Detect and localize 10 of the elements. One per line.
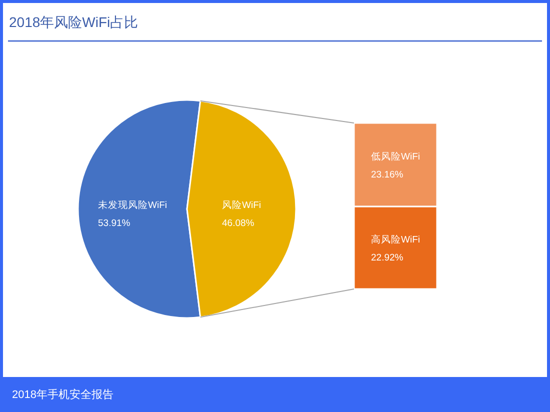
data-label: 53.91% <box>98 218 131 229</box>
text: 2018年手机安全报告 <box>12 388 114 401</box>
series-label: 高风险WiFi <box>371 234 420 246</box>
slice-label: 风险WiFi <box>222 199 261 211</box>
data-label: 23.16% <box>371 170 404 181</box>
data-label: 22.92% <box>371 252 404 264</box>
series-label: 低风险WiFi <box>371 150 420 163</box>
data-label: 46.08% <box>222 218 255 229</box>
chart-title: 2018年风险WiFi占比 <box>9 14 138 30</box>
slice-label: 未发现风险WiFi <box>98 199 167 211</box>
